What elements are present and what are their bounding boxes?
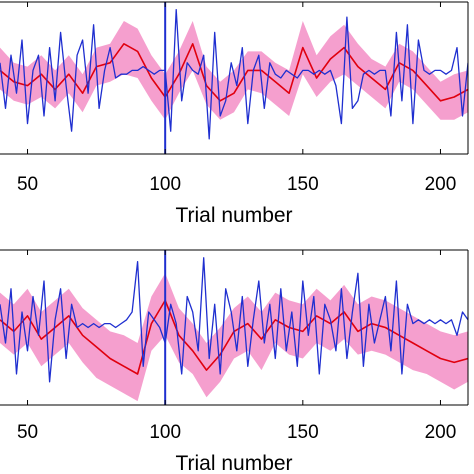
x-tick-label: 200 [425, 174, 457, 195]
bottom-panel: 50 100 150 200 Trial number [0, 249, 469, 474]
confidence-band [0, 21, 468, 120]
confidence-band [0, 273, 468, 402]
signal-line [0, 8, 468, 140]
x-tick-label: 50 [17, 422, 38, 443]
plot-area [0, 250, 468, 405]
x-axis-label: Trial number [175, 204, 292, 227]
x-tick-label: 150 [287, 422, 319, 443]
x-tick-label: 150 [287, 174, 319, 195]
x-tick-label: 100 [149, 174, 181, 195]
x-axis-label: Trial number [175, 452, 292, 474]
x-tick-label: 50 [17, 174, 38, 195]
x-tick-label: 200 [425, 422, 457, 443]
signal-line [0, 257, 468, 383]
mean-line [0, 43, 468, 102]
x-tick-label: 100 [149, 422, 181, 443]
top-panel: 50 100 150 200 Trial number [0, 1, 469, 227]
plot-area [0, 2, 468, 154]
